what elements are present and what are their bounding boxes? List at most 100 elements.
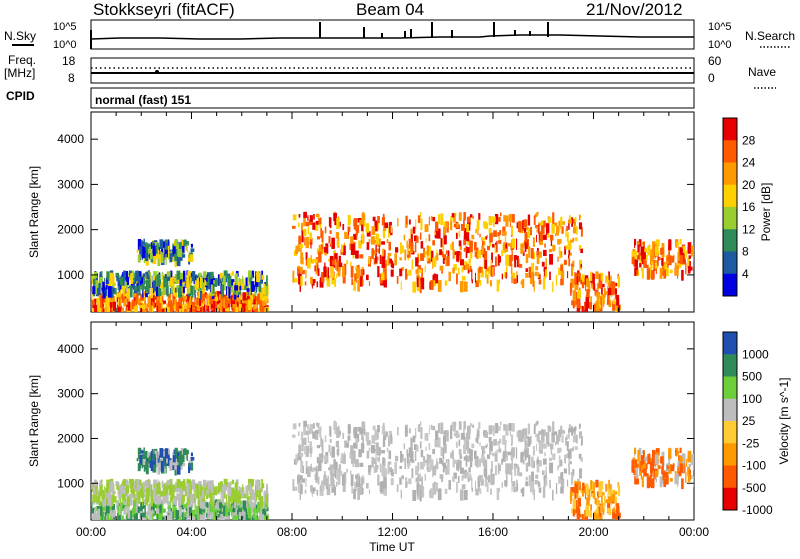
power-echo-cell (419, 232, 422, 240)
velocity-echo-cell (511, 423, 515, 432)
power-echo-cell (183, 239, 187, 247)
power-echo-cell (441, 267, 443, 274)
power-echo-cell (361, 213, 366, 225)
power-echo-cell (612, 299, 615, 305)
power-echo-cell (418, 269, 423, 274)
velocity-echo-cell (148, 484, 150, 492)
velocity-echo-cell (448, 480, 451, 490)
power-echo-cell (188, 251, 190, 258)
velocity-echo-cell (119, 506, 121, 516)
velocity-echo-cell (435, 482, 439, 492)
power-echo-cell (196, 297, 199, 306)
power-echo-cell (643, 259, 647, 268)
power-echo-cell (543, 220, 546, 228)
power-echo-cell (111, 286, 115, 293)
velocity-colorbar-label: Velocity [m s^-1] (777, 378, 791, 465)
power-echo-cell (639, 263, 642, 268)
power-echo-cell (576, 300, 581, 309)
velocity-echo-cell (585, 488, 587, 500)
power-echo-cell (591, 278, 594, 289)
power-echo-cell (460, 259, 464, 266)
velocity-echo-cell (166, 481, 171, 490)
velocity-echo-cell (136, 478, 140, 490)
velocity-colorbar-swatch (723, 465, 737, 489)
velocity-echo-cell (303, 426, 306, 436)
velocity-echo-cell (209, 501, 214, 513)
velocity-echo-cell (516, 431, 519, 438)
power-echo-cell (179, 280, 183, 292)
velocity-echo-cell (580, 457, 584, 462)
velocity-echo-cell (338, 464, 341, 472)
power-echo-cell (484, 267, 488, 279)
velocity-echo-cell (196, 489, 200, 497)
power-echo-cell (352, 250, 357, 255)
velocity-echo-cell (304, 489, 307, 494)
velocity-echo-cell (566, 434, 568, 441)
velocity-echo-cell (606, 484, 609, 491)
velocity-echo-cell (404, 457, 407, 469)
power-echo-cell (251, 298, 253, 310)
power-echo-cell (586, 289, 590, 299)
power-echo-cell (230, 282, 234, 292)
velocity-echo-cell (467, 476, 470, 482)
velocity-echo-cell (459, 460, 462, 469)
power-echo-cell (642, 252, 646, 260)
velocity-colorbar-tick: -500 (742, 481, 766, 495)
velocity-echo-cell (169, 486, 174, 494)
power-echo-cell (468, 258, 471, 264)
velocity-echo-cell (530, 456, 534, 468)
power-echo-cell (439, 249, 443, 256)
velocity-echo-cell (525, 476, 528, 481)
velocity-echo-cell (634, 466, 636, 472)
power-echo-cell (677, 263, 682, 268)
power-echo-cell (123, 293, 127, 297)
velocity-echo-cell (460, 432, 465, 440)
velocity-echo-cell (453, 472, 457, 479)
power-echo-cell (135, 304, 139, 312)
velocity-echo-cell (532, 446, 535, 456)
velocity-echo-cell (408, 478, 412, 485)
velocity-echo-cell (349, 470, 352, 475)
velocity-echo-cell (318, 453, 322, 465)
velocity-echo-cell (484, 431, 489, 438)
power-echo-cell (212, 297, 215, 301)
power-echo-cell (306, 257, 311, 269)
velocity-echo-cell (312, 431, 316, 439)
velocity-echo-cell (159, 458, 161, 463)
power-echo-cell (463, 217, 465, 226)
velocity-echo-cell (558, 434, 561, 442)
power-echo-cell (631, 251, 635, 262)
velocity-echo-cell (505, 480, 507, 488)
power-echo-cell (488, 228, 492, 234)
velocity-echo-cell (253, 502, 256, 508)
power-echo-cell (502, 231, 507, 236)
power-echo-cell (655, 239, 660, 247)
velocity-echo-cell (106, 485, 109, 493)
velocity-echo-cell (514, 465, 517, 476)
power-echo-cell (582, 274, 585, 283)
velocity-echo-cell (634, 447, 637, 455)
velocity-echo-cell (200, 515, 202, 520)
power-echo-cell (242, 292, 247, 301)
velocity-echo-cell (172, 465, 176, 471)
power-echo-cell (159, 239, 164, 250)
power-echo-cell (663, 267, 667, 279)
power-echo-cell (456, 222, 459, 229)
velocity-echo-cell (601, 492, 603, 503)
power-echo-cell (617, 276, 621, 288)
velocity-echo-cell (159, 492, 162, 505)
power-echo-cell (157, 287, 160, 297)
velocity-echo-cell (347, 435, 351, 441)
power-echo-cell (313, 214, 315, 220)
velocity-echo-cell (134, 494, 138, 499)
power-echo-cell (205, 304, 208, 310)
velocity-echo-cell (390, 477, 394, 486)
velocity-echo-cell (463, 489, 468, 501)
power-echo-cell (578, 222, 583, 230)
velocity-echo-cell (381, 426, 386, 435)
velocity-echo-cell (475, 488, 479, 496)
power-echo-cell (117, 304, 121, 312)
velocity-echo-cell (150, 496, 154, 507)
velocity-echo-cell (122, 505, 125, 509)
velocity-echo-cell (259, 496, 263, 509)
